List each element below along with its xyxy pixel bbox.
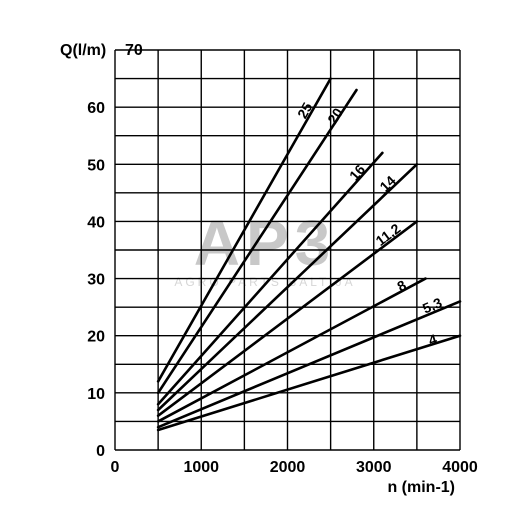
- series-label: 8: [394, 277, 409, 295]
- series-label: 25: [294, 99, 316, 121]
- x-tick-label: 4000: [442, 459, 478, 476]
- x-tick-label: 1000: [183, 459, 219, 476]
- series-label: 20: [324, 105, 346, 127]
- series-label: 5,3: [420, 294, 444, 316]
- series-label: 14: [376, 172, 398, 194]
- series-line: [158, 279, 425, 422]
- y-axis-label: Q(l/m): [60, 42, 106, 59]
- y-tick-label: 50: [87, 157, 105, 174]
- y-tick-label: 60: [87, 100, 105, 117]
- y-tick-label: 40: [87, 214, 105, 231]
- y-tick-label: 20: [87, 329, 105, 346]
- y-tick-label: 70: [125, 42, 143, 59]
- x-tick-label: 3000: [356, 459, 392, 476]
- pump-chart: AP3AGRO PARTS BALTIJA2520161411,285,3401…: [0, 0, 531, 531]
- x-tick-label: 0: [111, 459, 120, 476]
- chart-svg: AP3AGRO PARTS BALTIJA2520161411,285,3401…: [0, 0, 531, 531]
- watermark-logo: AP3: [194, 207, 337, 279]
- x-axis-label: n (min-1): [387, 479, 455, 496]
- y-tick-label: 0: [96, 443, 105, 460]
- x-tick-label: 2000: [270, 459, 306, 476]
- y-tick-label: 30: [87, 272, 105, 289]
- y-tick-label: 10: [87, 386, 105, 403]
